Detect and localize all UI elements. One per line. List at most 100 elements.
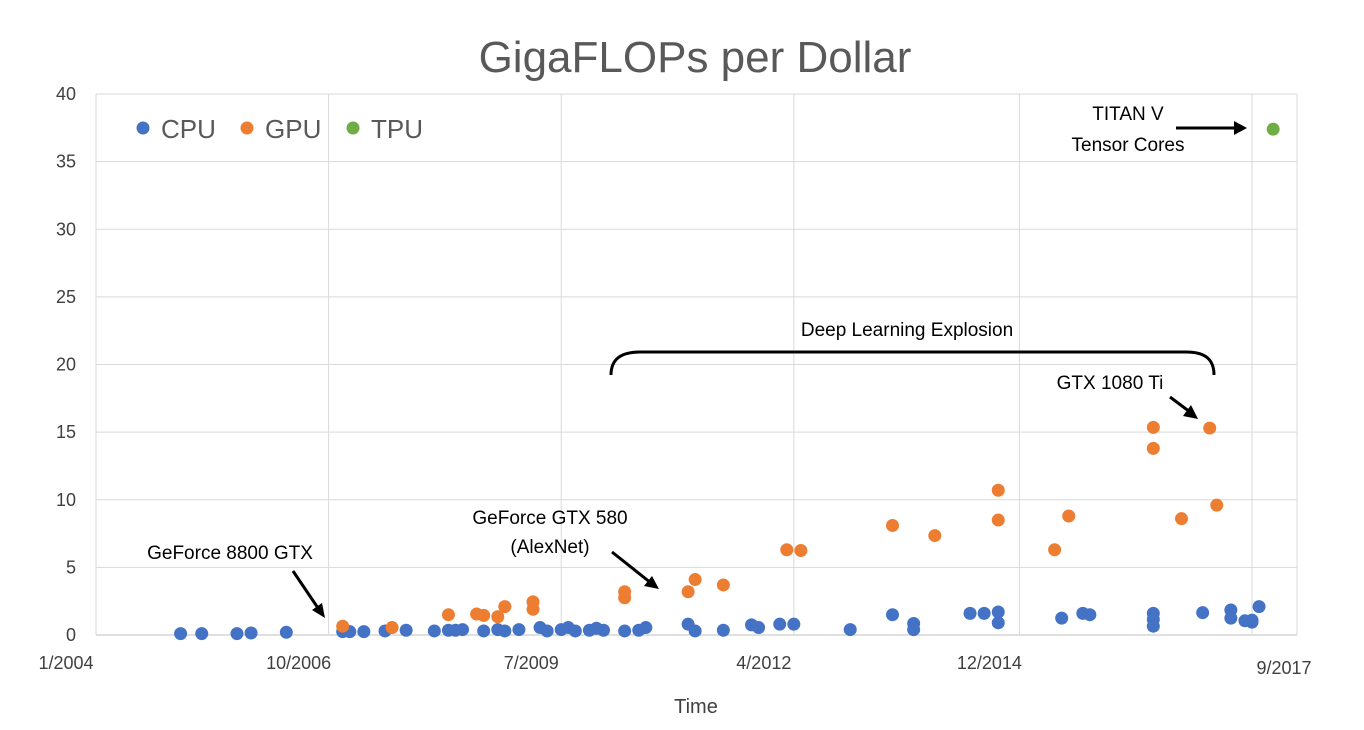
y-tick-label: 40	[56, 84, 76, 104]
annotation-geforce-8800: GeForce 8800 GTX	[147, 543, 313, 564]
cpu-point	[540, 624, 554, 638]
cpu-point	[174, 627, 188, 641]
y-tick-label: 15	[56, 422, 76, 442]
gpu-point	[477, 608, 491, 622]
legend-marker-gpu	[240, 121, 254, 135]
cpu-point	[716, 623, 730, 637]
cpu-point	[1083, 608, 1097, 622]
legend-label-tpu: TPU	[371, 114, 423, 144]
gpu-point	[991, 483, 1005, 497]
x-tick-label: 12/2014	[957, 653, 1022, 673]
cpu-point	[886, 608, 900, 622]
cpu-point	[907, 623, 921, 637]
x-tick-label: 10/2006	[266, 653, 331, 673]
gpu-point	[1146, 420, 1160, 434]
cpu-point	[1224, 611, 1238, 625]
x-tick-label: 7/2009	[504, 653, 559, 673]
annotation-gtx-580-line2: (AlexNet)	[510, 537, 589, 558]
gpu-point	[526, 602, 540, 616]
arrowhead-gtx-580	[644, 576, 659, 589]
cpu-point	[399, 623, 413, 637]
gpu-point	[1146, 441, 1160, 455]
cpu-point	[195, 627, 209, 641]
gpu-point	[991, 513, 1005, 527]
arrow-gtx-1080	[1169, 395, 1191, 414]
y-tick-label: 5	[66, 557, 76, 577]
gpu-point	[928, 529, 942, 543]
x-axis-title: Time	[674, 696, 718, 718]
cpu-point	[230, 627, 244, 641]
cpu-point	[568, 624, 582, 638]
annotations: GeForce 8800 GTX GeForce GTX 580 (AlexNe…	[147, 104, 1247, 618]
arrowhead-titan	[1234, 121, 1247, 135]
gpu-point	[491, 610, 505, 624]
gpu-point	[681, 585, 695, 599]
legend-label-gpu: GPU	[265, 114, 321, 144]
y-tick-label: 10	[56, 490, 76, 510]
gpu-point	[618, 591, 632, 605]
cpu-point	[688, 624, 702, 638]
cpu-point	[498, 624, 512, 638]
x-tick-label: 1/2004	[38, 653, 93, 673]
cpu-point	[1055, 611, 1069, 625]
bracket-deep-learning	[609, 350, 1216, 376]
y-tick-label: 30	[56, 219, 76, 239]
annotation-titan-line2: Tensor Cores	[1072, 135, 1185, 156]
gpu-point	[1062, 509, 1076, 523]
cpu-point	[357, 625, 371, 639]
gpu-point	[1048, 543, 1062, 557]
y-tick-label: 20	[56, 355, 76, 375]
y-tick-label: 25	[56, 287, 76, 307]
cpu-point	[843, 623, 857, 637]
gpu-point	[794, 543, 808, 557]
gpu-point	[886, 518, 900, 532]
cpu-point	[639, 621, 653, 635]
gpu-point	[1210, 498, 1224, 512]
annotation-titan-line1: TITAN V	[1092, 104, 1164, 125]
legend-label-cpu: CPU	[161, 114, 216, 144]
cpu-point	[456, 623, 470, 637]
cpu-point	[1146, 619, 1160, 633]
grid-lines	[95, 93, 1298, 636]
y-tick-label: 35	[56, 152, 76, 172]
annotation-gtx-1080: GTX 1080 Ti	[1057, 373, 1164, 394]
cpu-point	[991, 605, 1005, 619]
cpu-point	[597, 623, 611, 637]
cpu-point	[752, 621, 766, 635]
legend-marker-tpu	[346, 121, 360, 135]
y-tick-labels: 0 5 10 15 20 25 30 35 40	[56, 84, 76, 645]
cpu-point	[244, 626, 258, 640]
cpu-point	[787, 617, 801, 631]
cpu-point	[427, 624, 441, 638]
arrowhead-geforce-8800	[312, 603, 325, 618]
chart-title: GigaFLOPs per Dollar	[479, 33, 912, 82]
tpu-point	[1266, 122, 1280, 136]
cpu-point	[963, 606, 977, 620]
data-points	[174, 122, 1280, 641]
y-tick-label: 0	[66, 625, 76, 645]
cpu-point	[618, 624, 632, 638]
arrow-gtx-580	[611, 550, 652, 585]
cpu-point	[773, 617, 787, 631]
gpu-point	[716, 578, 730, 592]
cpu-point	[1252, 600, 1266, 614]
gpu-point	[385, 621, 399, 635]
cpu-point	[991, 616, 1005, 630]
annotation-gtx-580-line1: GeForce GTX 580	[472, 508, 627, 529]
x-tick-label: 9/2017	[1256, 658, 1311, 678]
gpu-point	[688, 573, 702, 587]
cpu-point	[477, 624, 491, 638]
cpu-point	[279, 625, 293, 639]
x-tick-label: 4/2012	[736, 653, 791, 673]
cpu-point	[1196, 606, 1210, 620]
cpu-point	[512, 623, 526, 637]
gpu-point	[336, 619, 350, 633]
annotation-deep-learning: Deep Learning Explosion	[801, 320, 1013, 341]
gpu-point	[441, 608, 455, 622]
legend: CPU GPU TPU	[136, 114, 423, 144]
gpu-point	[1203, 421, 1217, 435]
legend-marker-cpu	[136, 121, 150, 135]
gpu-point	[780, 543, 794, 557]
arrowhead-gtx-1080	[1183, 405, 1198, 419]
